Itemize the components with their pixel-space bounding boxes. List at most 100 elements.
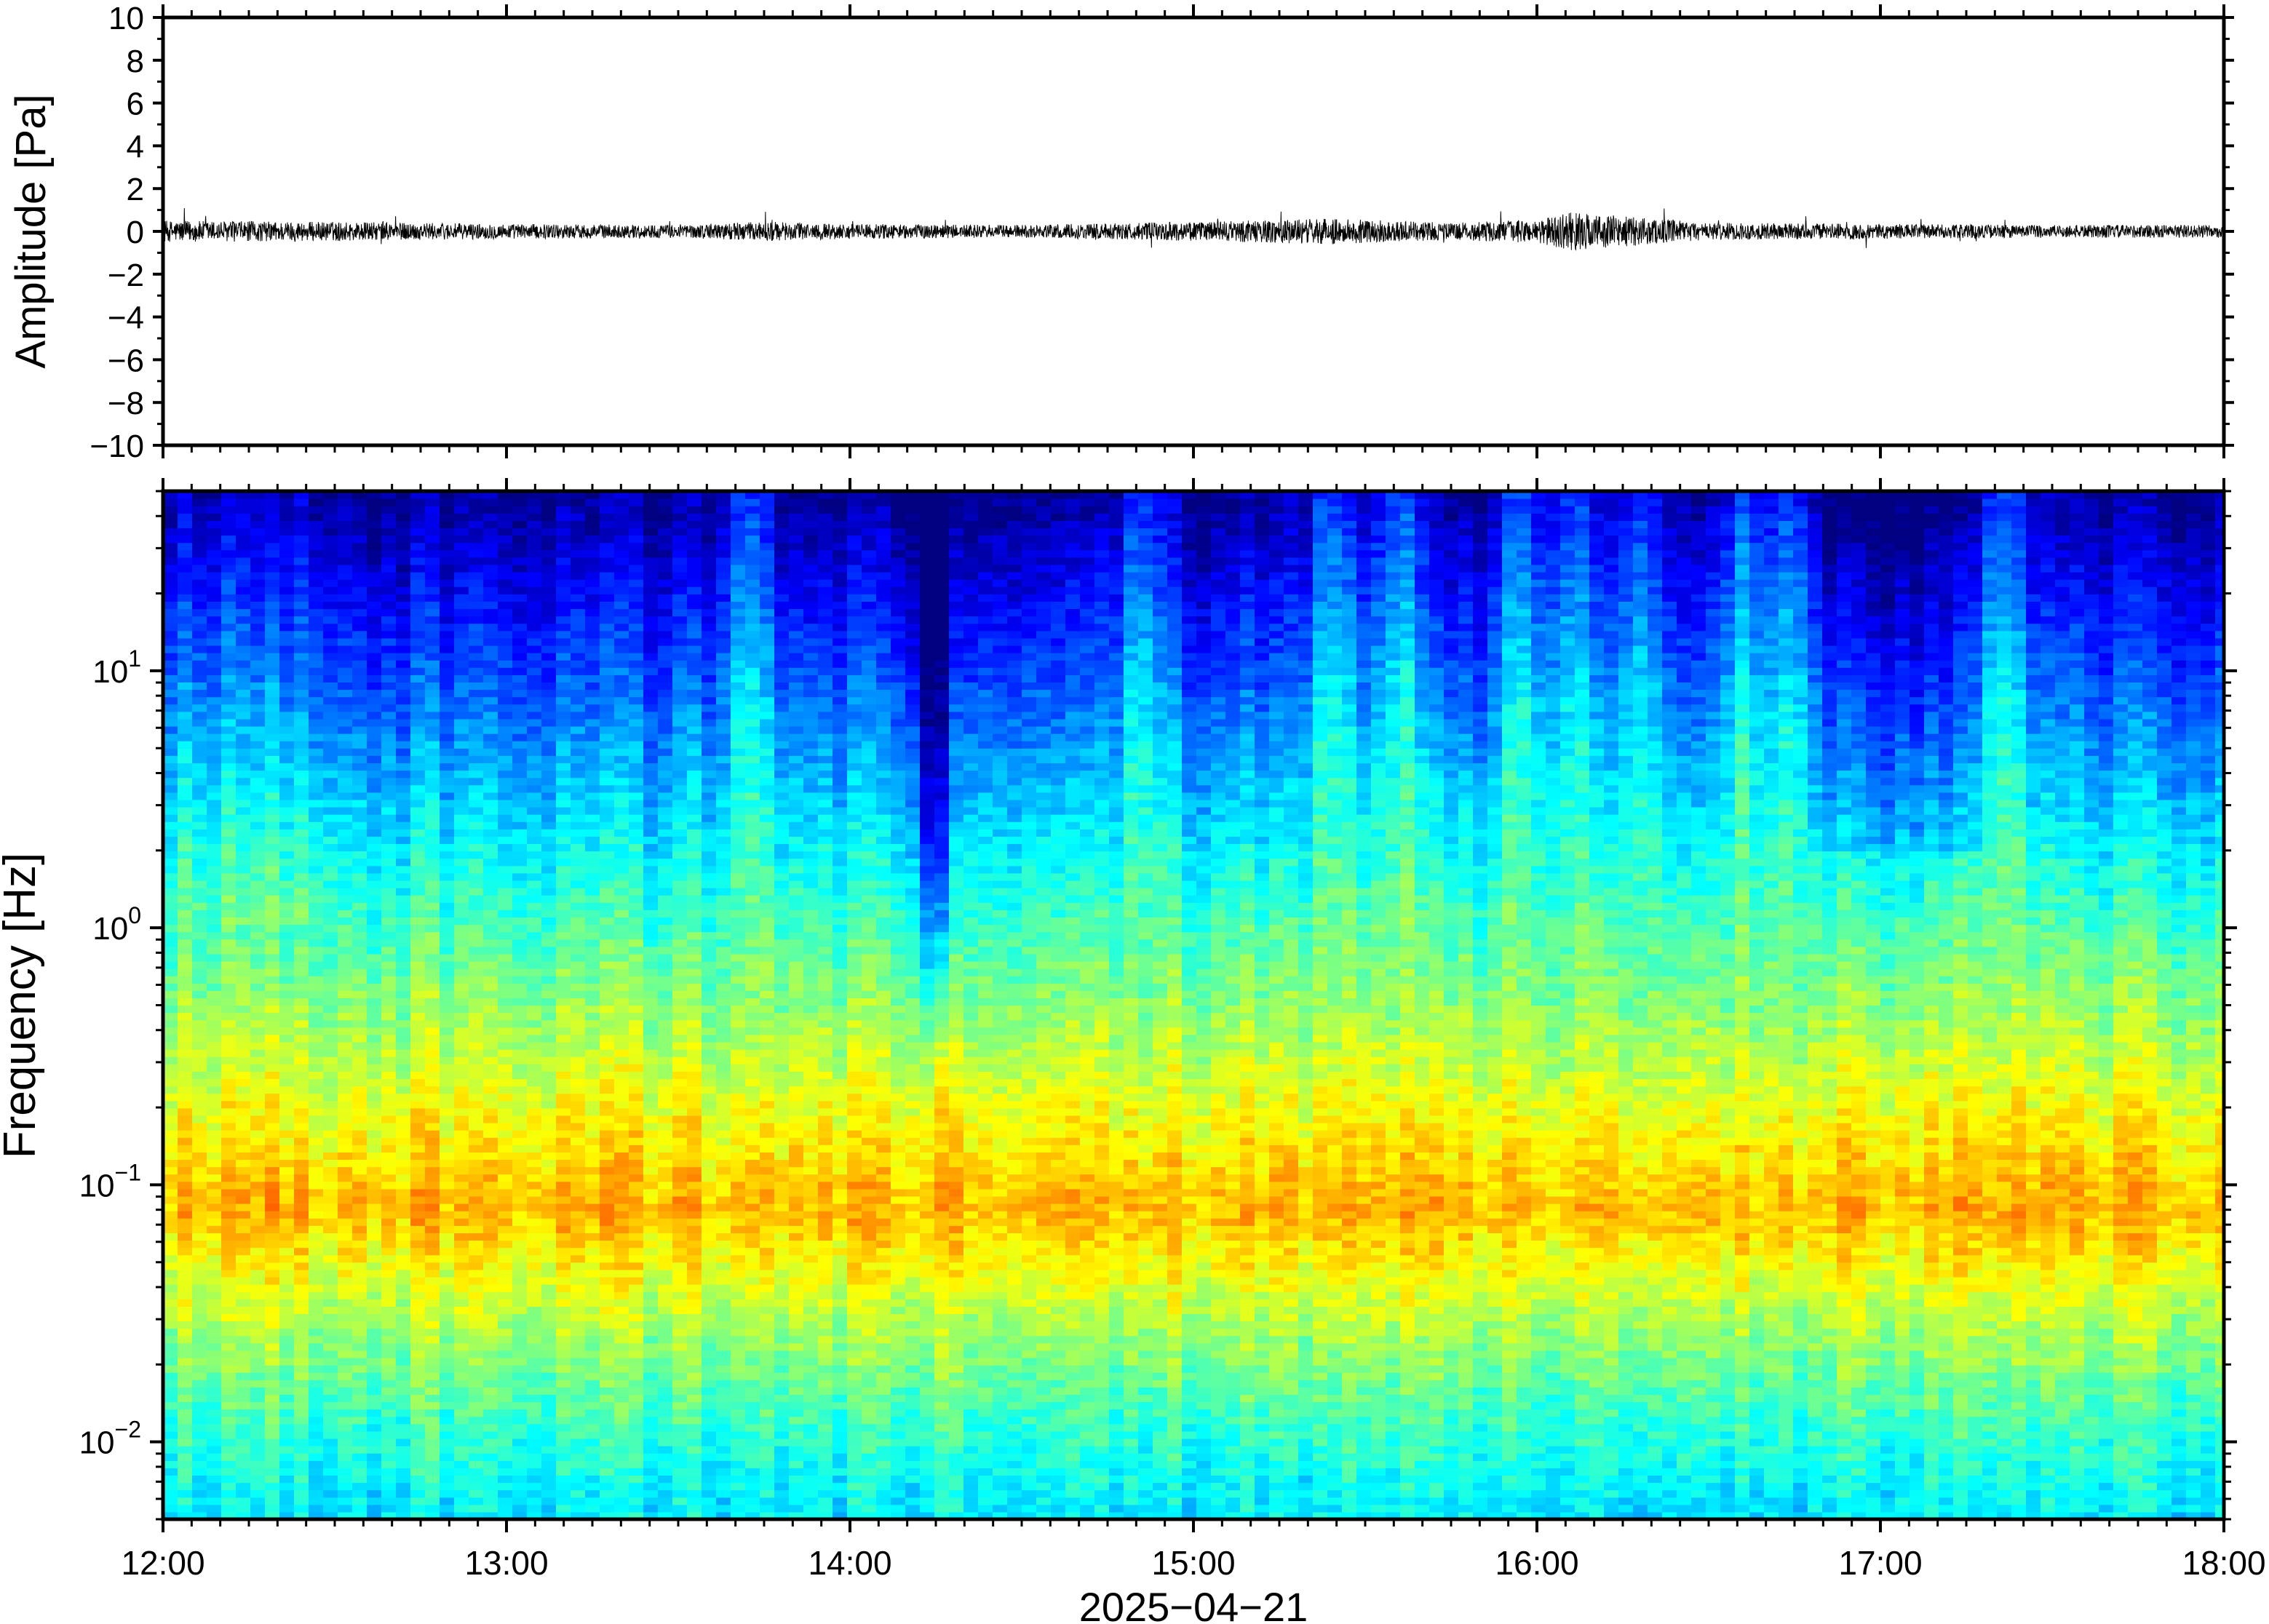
spectrogram-cell (556, 1195, 571, 1204)
spectrogram-cell (236, 763, 251, 771)
spectrogram-cell (629, 1365, 644, 1373)
spectrogram-cell (571, 1313, 586, 1322)
spectrogram-cell (338, 535, 353, 544)
spectrogram-cell (178, 1321, 193, 1329)
spectrogram-cell (250, 1233, 266, 1241)
spectrogram-cell (279, 1269, 295, 1278)
spectrogram-cell (571, 902, 586, 910)
spectrogram-cell (250, 616, 266, 624)
spectrogram-cell (541, 608, 557, 617)
spectrogram-cell (410, 1328, 426, 1337)
spectrogram-cell (367, 939, 382, 947)
spectrogram-cell (221, 682, 237, 690)
spectrogram-cell (454, 660, 469, 668)
spectrogram-cell (512, 909, 528, 918)
spectrogram-cell (192, 755, 207, 764)
spectrogram-cell (352, 1511, 367, 1519)
spectrogram-cell (309, 535, 324, 544)
spectrogram-cell (352, 1380, 367, 1388)
spectrogram-cell (483, 1401, 498, 1410)
spectrogram-cell (469, 741, 484, 749)
spectrogram-cell (410, 1188, 426, 1197)
spectrogram-cell (265, 1497, 280, 1505)
spectrogram-cell (294, 1100, 309, 1109)
spectrogram-cell (658, 1372, 673, 1380)
spectrogram-cell (600, 806, 615, 815)
spectrogram-cell (614, 1350, 629, 1358)
spectrogram-cell (425, 1504, 440, 1513)
spectrogram-cell (236, 520, 251, 529)
spectrogram-cell (338, 741, 353, 749)
spectrogram-cell (629, 1409, 644, 1417)
spectrogram-cell (469, 542, 484, 551)
spectrogram-cell (207, 784, 222, 793)
spectrogram-cell (512, 946, 528, 955)
spectrogram-cell (323, 1482, 338, 1491)
spectrogram-cell (381, 498, 397, 506)
spectrogram-cell (207, 1122, 222, 1131)
spectrogram-cell (178, 1328, 193, 1337)
spectrogram-cell (250, 1511, 266, 1519)
spectrogram-cell (163, 520, 178, 529)
spectrogram-cell (512, 1218, 528, 1226)
spectrogram-cell (454, 1181, 469, 1190)
spectrogram-cell (279, 557, 295, 565)
spectrogram-cell (381, 1497, 397, 1505)
spectrogram-cell (250, 1313, 266, 1322)
spectrogram-cell (163, 799, 178, 808)
spectrogram-cell (629, 498, 644, 506)
spectrogram-cell (541, 1365, 557, 1373)
spectrogram-cell (323, 1475, 338, 1484)
spectrogram-cell (527, 1416, 542, 1425)
spectrogram-cell (469, 586, 484, 594)
spectrogram-cell (541, 777, 557, 786)
spectrogram-cell (600, 1387, 615, 1396)
spectrogram-cell (600, 1276, 615, 1285)
spectrogram-cell (367, 1306, 382, 1314)
spectrogram-cell (658, 1453, 673, 1461)
spectrogram-cell (294, 799, 309, 808)
spectrogram-cell (323, 1233, 338, 1241)
spectrogram-cell (192, 718, 207, 727)
spectrogram-cell (600, 601, 615, 610)
spectrogram-cell (163, 851, 178, 859)
spectrogram-cell (309, 579, 324, 587)
spectrogram-cell (265, 1468, 280, 1476)
spectrogram-cell (614, 1145, 629, 1153)
spectrogram-cell (294, 1380, 309, 1388)
spectrogram-cell (600, 1284, 615, 1292)
spectrogram-cell (440, 653, 455, 661)
spectrogram-cell (367, 763, 382, 771)
spectrogram-cell (352, 998, 367, 1006)
spectrogram-cell (425, 535, 440, 544)
spectrogram-cell (309, 939, 324, 947)
spectrogram-cell (265, 557, 280, 565)
spectrogram-cell (454, 1078, 469, 1087)
spectrogram-cell (294, 1203, 309, 1211)
spectrogram-cell (425, 880, 440, 888)
spectrogram-cell (352, 1357, 367, 1366)
spectrogram-cell (440, 1071, 455, 1080)
spectrogram-cell (367, 491, 382, 499)
spectrogram-cell (614, 1365, 629, 1373)
spectrogram-cell (454, 528, 469, 536)
spectrogram-cell (323, 498, 338, 506)
spectrogram-cell (629, 829, 644, 837)
spectrogram-cell (279, 1019, 295, 1028)
spectrogram-cell (192, 1482, 207, 1491)
spectrogram-cell (309, 1056, 324, 1064)
spectrogram-cell (338, 572, 353, 580)
spectrogram-cell (163, 696, 178, 705)
spectrogram-cell (352, 1093, 367, 1102)
spectrogram-cell (221, 931, 237, 940)
spectrogram-cell (585, 579, 600, 587)
spectrogram-cell (469, 1218, 484, 1226)
spectrogram-cell (294, 1430, 309, 1439)
spectrogram-cell (396, 1306, 411, 1314)
spectrogram-cell (425, 1130, 440, 1138)
spectrogram-cell (381, 1387, 397, 1396)
spectrogram-cell (323, 616, 338, 624)
spectrogram-cell (163, 960, 178, 969)
spectrogram-cell (221, 998, 237, 1006)
spectrogram-cell (571, 1409, 586, 1417)
